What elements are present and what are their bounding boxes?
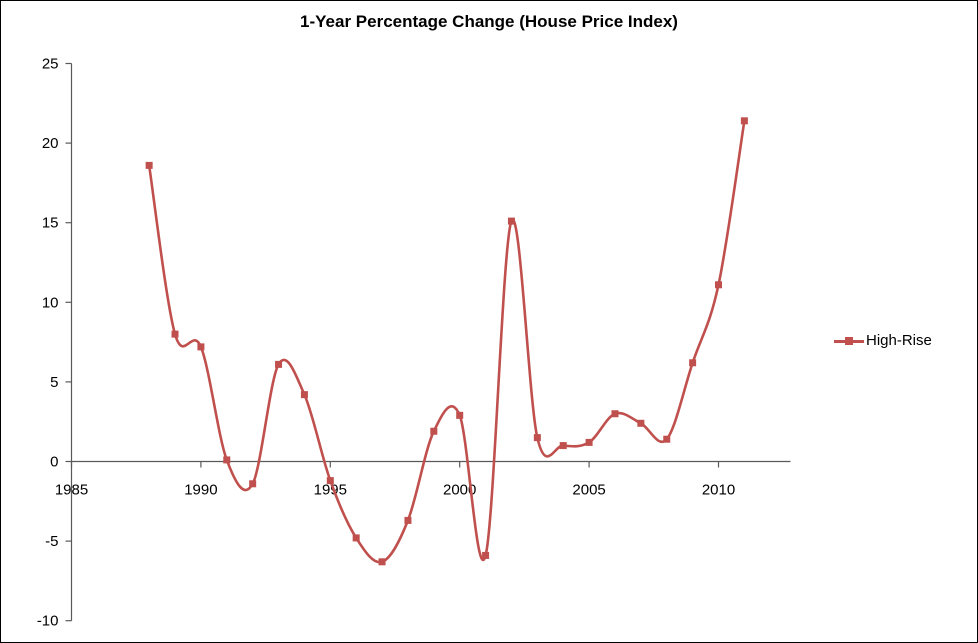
svg-text:20: 20	[42, 135, 59, 152]
svg-text:1995: 1995	[314, 482, 347, 499]
svg-text:10: 10	[42, 294, 59, 311]
svg-text:1985: 1985	[55, 482, 88, 499]
svg-text:1990: 1990	[184, 482, 217, 499]
svg-text:25: 25	[42, 56, 59, 73]
chart-title: 1-Year Percentage Change (House Price In…	[300, 12, 678, 31]
legend-series-marker-icon	[834, 333, 864, 349]
legend: High-Rise	[834, 332, 932, 349]
legend-label: High-Rise	[866, 332, 932, 349]
svg-text:2000: 2000	[443, 482, 476, 499]
svg-text:-5: -5	[45, 533, 58, 550]
svg-text:0: 0	[50, 454, 58, 471]
svg-text:5: 5	[50, 374, 58, 391]
legend-marker-square	[845, 336, 853, 345]
svg-text:15: 15	[42, 215, 59, 232]
svg-text:-10: -10	[37, 613, 59, 630]
svg-text:2010: 2010	[702, 482, 735, 499]
svg-text:2005: 2005	[572, 482, 605, 499]
